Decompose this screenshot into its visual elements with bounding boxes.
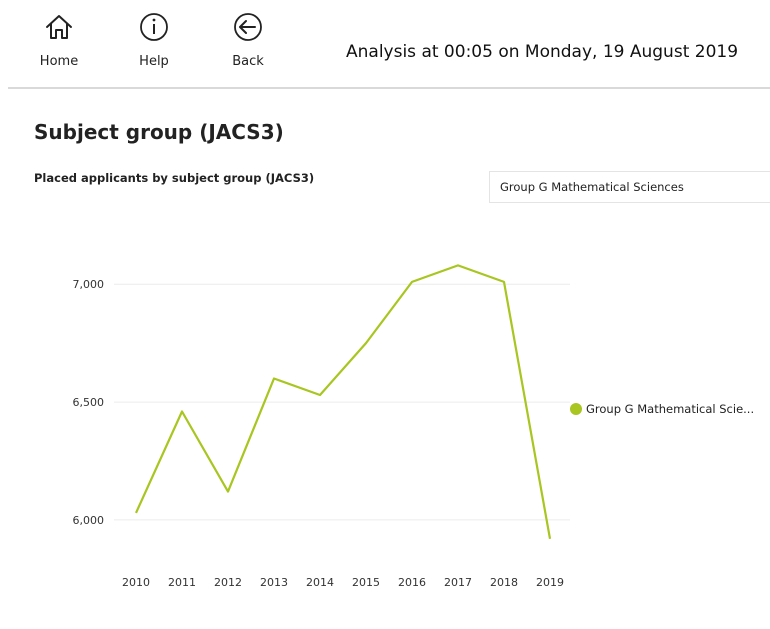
x-tick-label: 2015 (352, 576, 380, 589)
help-label: Help (139, 54, 169, 69)
series-layer (134, 264, 552, 539)
top-toolbar: Home Help Back Analysis at 00:05 on Mond… (0, 0, 770, 88)
y-tick-label: 6,000 (73, 514, 105, 527)
x-tick-label: 2016 (398, 576, 426, 589)
x-tick-label: 2014 (306, 576, 334, 589)
grid-lines (114, 283, 570, 521)
y-tick-label: 6,500 (73, 396, 105, 409)
x-tick-label: 2018 (490, 576, 518, 589)
back-arrow-icon (234, 13, 262, 41)
x-tick-label: 2011 (168, 576, 196, 589)
x-tick-label: 2013 (260, 576, 288, 589)
x-tick-label: 2012 (214, 576, 242, 589)
x-tick-label: 2010 (122, 576, 150, 589)
x-tick-label: 2019 (536, 576, 564, 589)
home-label: Home (39, 54, 79, 69)
back-button[interactable]: Back (218, 10, 278, 69)
home-button[interactable]: Home (29, 10, 89, 69)
home-icon (46, 15, 72, 39)
chart-legend[interactable]: Group G Mathematical Scie... (570, 402, 754, 416)
legend-marker (570, 403, 582, 415)
analysis-timestamp: Analysis at 00:05 on Monday, 19 August 2… (346, 42, 739, 62)
page-title: Subject group (JACS3) (34, 120, 284, 144)
chart-title: Placed applicants by subject group (JACS… (34, 171, 315, 185)
x-tick-label: 2017 (444, 576, 472, 589)
series-line[interactable] (134, 264, 552, 539)
header-divider (8, 87, 770, 89)
legend-label: Group G Mathematical Scie... (586, 402, 755, 416)
x-axis-ticks: 2010 2011 2012 2013 2014 2015 2016 2017 2018 2019 (122, 576, 564, 589)
y-axis-ticks: 6,000 6,500 7,000 (73, 278, 105, 527)
subject-group-dropdown[interactable]: Group G Mathematical Sciences (489, 171, 770, 203)
help-button[interactable]: Help (124, 10, 184, 69)
back-label: Back (232, 54, 264, 69)
info-icon (140, 13, 168, 41)
y-tick-label: 7,000 (73, 278, 105, 291)
